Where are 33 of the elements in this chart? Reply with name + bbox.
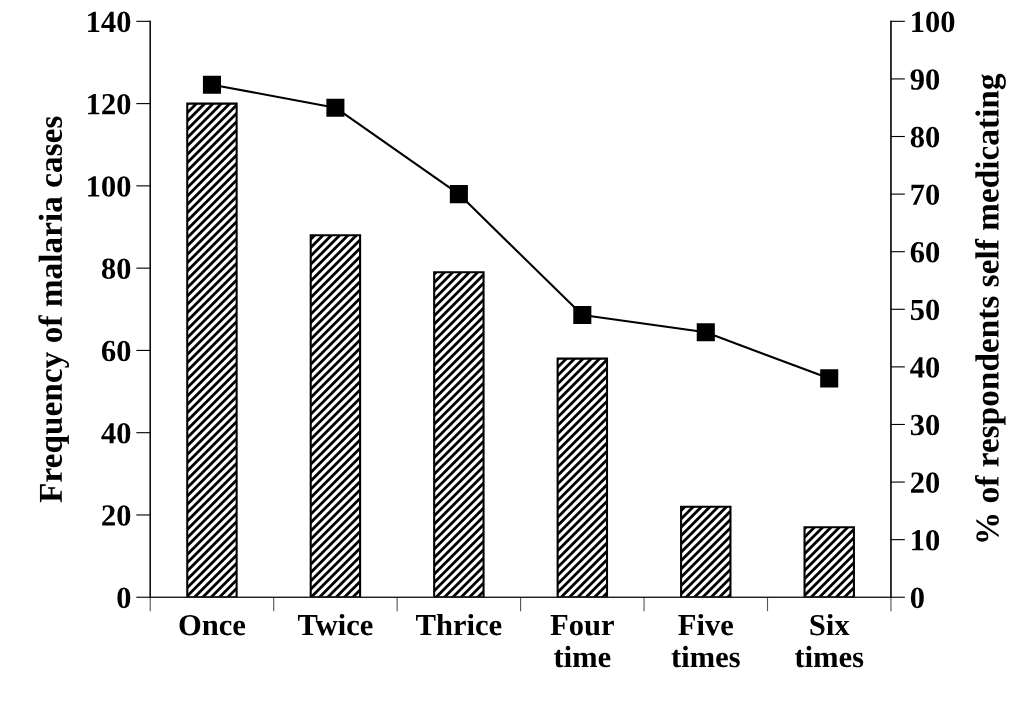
x-tick-label: Four time xyxy=(550,615,614,668)
y2-tick-label: 50 xyxy=(910,299,940,321)
y2-tick-label: 0 xyxy=(910,587,924,609)
x-tick-label: Five times xyxy=(671,613,740,668)
y2-axis-title: % of respondents self medicating xyxy=(974,73,1006,542)
point xyxy=(573,306,592,325)
y-tick-label: 20 xyxy=(102,505,131,526)
point xyxy=(326,98,345,117)
point xyxy=(449,185,468,204)
y-tick-label: 120 xyxy=(88,93,131,115)
y2-tick-label: 40 xyxy=(910,357,940,378)
y-tick-label: 140 xyxy=(88,11,131,33)
point xyxy=(820,369,839,388)
x-tick-label: Once xyxy=(179,614,246,636)
point xyxy=(202,75,221,94)
y-tick-label: 60 xyxy=(101,340,131,362)
y-tick-label: 100 xyxy=(88,176,131,197)
y2-tick-label: 20 xyxy=(910,472,940,493)
y-axis-title: Frequency of malaria cases xyxy=(38,116,69,503)
y2-tick-label: 70 xyxy=(911,184,940,206)
y2-tick-label: 80 xyxy=(910,126,940,148)
y2-tick-label: 100 xyxy=(912,11,955,33)
y2-tick-label: 60 xyxy=(910,241,940,263)
y2-tick-label: 30 xyxy=(910,414,940,436)
x-tick-label: Six times xyxy=(794,613,864,668)
y-tick-label: 80 xyxy=(101,258,131,280)
y2-tick-label: 10 xyxy=(912,529,940,551)
y2-tick-label: 90 xyxy=(910,69,940,90)
point xyxy=(696,323,715,342)
x-tick-label: Thrice xyxy=(416,613,502,636)
y-tick-label: 0 xyxy=(117,587,131,609)
y-tick-label: 40 xyxy=(101,422,131,444)
x-tick-label: Twice xyxy=(297,613,373,636)
